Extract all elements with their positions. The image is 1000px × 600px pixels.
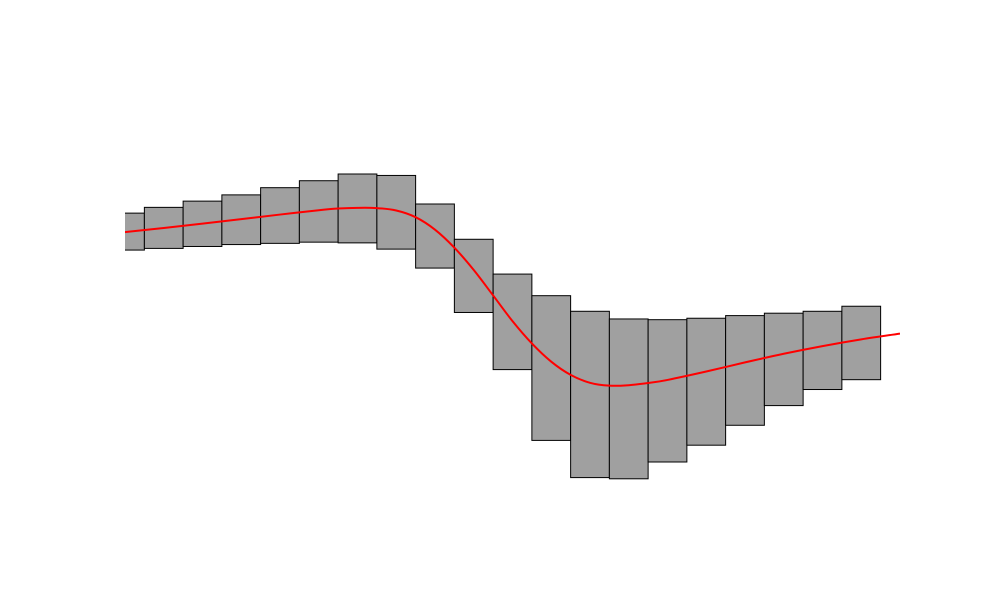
bar-17 [763, 312, 804, 407]
bar-12 [570, 310, 610, 479]
bar-19 [841, 305, 882, 381]
red-curve-line [125, 206, 900, 387]
bar-7 [376, 174, 417, 250]
bar-16 [725, 315, 765, 426]
bar-14 [647, 319, 688, 463]
bar-9 [453, 238, 494, 313]
bar-8 [415, 203, 455, 269]
bar-15 [686, 317, 727, 446]
curve-layer [125, 206, 900, 387]
bar-18 [802, 310, 843, 391]
bars-layer [125, 173, 882, 480]
bar-13 [608, 318, 649, 480]
bar-11 [531, 295, 572, 441]
